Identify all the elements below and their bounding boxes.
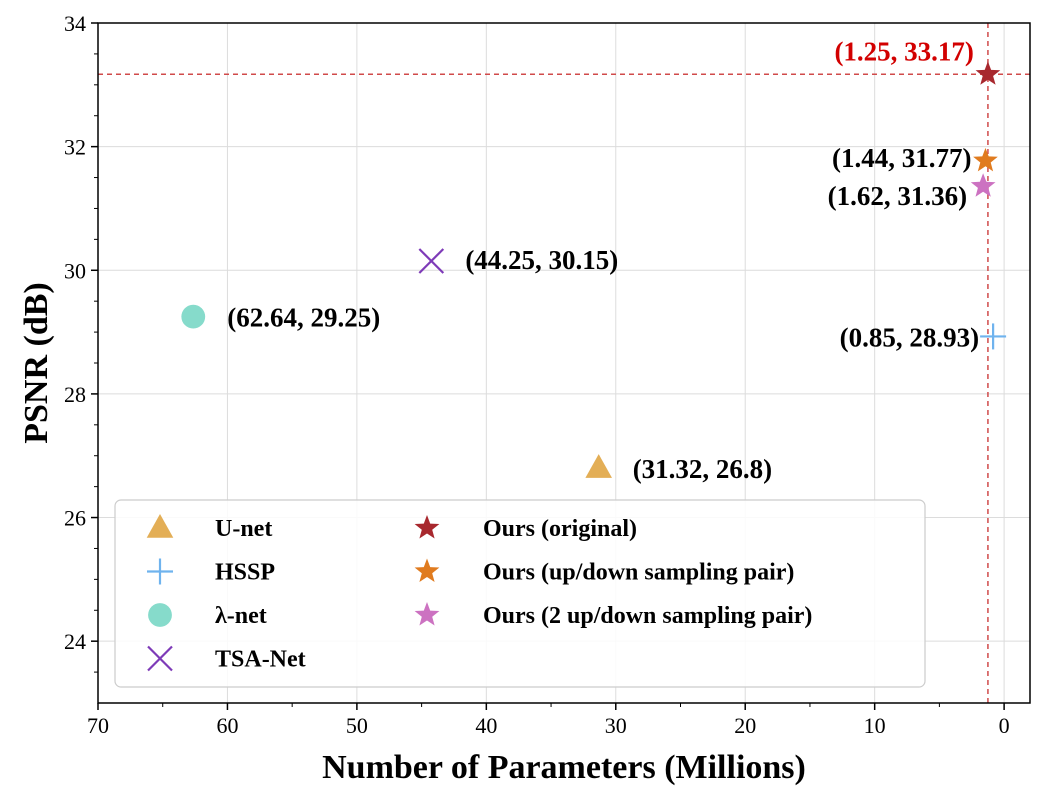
- x-tick-label: 60: [216, 713, 238, 738]
- point-ours-original: [975, 61, 1001, 85]
- point-annotations: (31.32, 26.8) (0.85, 28.93) (62.64, 29.25)…: [227, 36, 979, 484]
- annotation-label: (31.32, 26.8): [633, 454, 772, 484]
- y-tick-label: 32: [64, 135, 86, 160]
- legend-label: U-net: [215, 516, 272, 542]
- legend-marker: [148, 603, 172, 627]
- point-tsa-net: [418, 248, 445, 274]
- annotation-label: (1.62, 31.36): [828, 181, 967, 211]
- x-tick-label: 10: [864, 713, 886, 738]
- legend-label: Ours (original): [483, 516, 637, 542]
- legend-marker: [147, 558, 173, 585]
- x-tick-label: 50: [346, 713, 368, 738]
- legend-label: λ-net: [215, 603, 267, 629]
- x-tick-label: 70: [87, 713, 109, 738]
- axis-ticks: 70 60 50 40 30 20 10 0 24 26 28 30 32 34: [64, 11, 1010, 738]
- legend-label: Ours (up/down sampling pair): [483, 560, 794, 586]
- data-points: [181, 61, 1007, 478]
- annotation-label: (62.64, 29.25): [227, 303, 380, 333]
- x-tick-label: 30: [605, 713, 627, 738]
- annotation-label: (1.44, 31.77): [832, 143, 971, 173]
- y-tick-label: 24: [64, 629, 86, 654]
- y-tick-label: 28: [64, 382, 86, 407]
- annotation-label: (1.25, 33.17): [834, 36, 973, 66]
- point-ours-up-down-sampling-pair: [973, 147, 998, 172]
- legend-marker: [146, 514, 174, 538]
- x-tick-label: 0: [999, 713, 1010, 738]
- legend-box: [114, 499, 926, 688]
- y-tick-label: 34: [64, 11, 86, 36]
- x-axis-label: Number of Parameters (Millions): [322, 749, 806, 786]
- x-tick-label: 20: [734, 713, 756, 738]
- point-ours-2-up-down-sampling-pair: [970, 173, 996, 197]
- reference-lines: [98, 23, 1030, 703]
- point-hssp: [980, 323, 1007, 350]
- annotation-label: (0.85, 28.93): [840, 322, 979, 352]
- y-tick-label: 26: [64, 506, 86, 531]
- legend-label: Ours (2 up/down sampling pair): [483, 603, 812, 629]
- legend-label: HSSP: [215, 560, 275, 586]
- point-net: [181, 304, 206, 329]
- legend-label: TSA-Net: [215, 647, 306, 673]
- legend-marker: [147, 645, 173, 672]
- legend-marker: [414, 602, 440, 626]
- legend-marker: [414, 558, 440, 582]
- annotation-label: (44.25, 30.15): [465, 245, 618, 275]
- point-u-net: [585, 454, 612, 478]
- y-axis-label: PSNR (dB): [18, 282, 55, 444]
- legend-marker: [414, 515, 440, 539]
- legend: U-net HSSP λ-net TSA-Net Ours (original) Ours…: [114, 499, 926, 688]
- x-tick-label: 40: [475, 713, 497, 738]
- legend-marker-b: [147, 645, 173, 672]
- y-tick-label: 30: [64, 258, 86, 283]
- point-tsa-net-b: [418, 248, 445, 274]
